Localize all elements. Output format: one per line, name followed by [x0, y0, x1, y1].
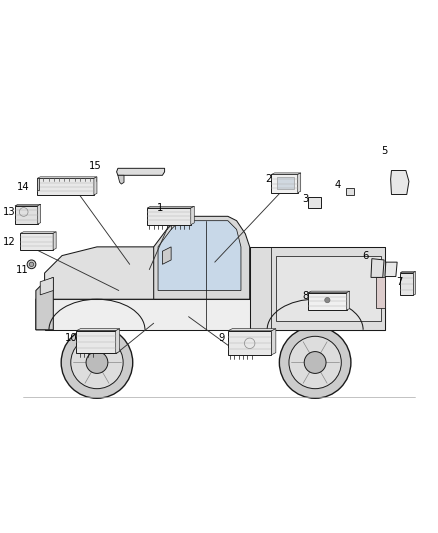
Polygon shape [272, 329, 276, 355]
Text: 1: 1 [157, 203, 163, 213]
Polygon shape [272, 174, 298, 193]
Polygon shape [21, 232, 56, 233]
Polygon shape [116, 329, 120, 353]
Polygon shape [371, 259, 384, 277]
Polygon shape [308, 197, 321, 207]
Circle shape [304, 352, 326, 374]
Text: 9: 9 [218, 334, 225, 343]
Polygon shape [191, 206, 194, 224]
Text: 8: 8 [302, 291, 308, 301]
Polygon shape [94, 177, 97, 195]
Polygon shape [147, 208, 191, 224]
Circle shape [86, 352, 108, 374]
Polygon shape [228, 329, 276, 331]
Polygon shape [38, 204, 41, 224]
Polygon shape [413, 271, 416, 295]
Text: 5: 5 [381, 146, 387, 156]
Circle shape [29, 262, 34, 266]
Polygon shape [40, 277, 53, 295]
Polygon shape [77, 330, 116, 353]
Text: 10: 10 [64, 334, 77, 343]
Polygon shape [308, 293, 346, 310]
Polygon shape [36, 277, 53, 330]
Polygon shape [37, 179, 94, 195]
Circle shape [279, 327, 351, 398]
Circle shape [71, 336, 123, 389]
Text: 13: 13 [3, 207, 15, 217]
Polygon shape [346, 291, 350, 310]
Polygon shape [21, 233, 53, 250]
Polygon shape [53, 232, 56, 250]
Polygon shape [308, 291, 350, 293]
Polygon shape [298, 173, 301, 193]
Polygon shape [162, 247, 171, 264]
Polygon shape [228, 331, 272, 355]
Polygon shape [15, 206, 38, 224]
Polygon shape [45, 247, 167, 299]
Text: 3: 3 [302, 194, 308, 204]
Circle shape [325, 297, 330, 303]
Polygon shape [37, 179, 39, 190]
Polygon shape [154, 216, 250, 299]
Polygon shape [45, 299, 385, 330]
Polygon shape [15, 204, 41, 206]
Polygon shape [117, 168, 165, 175]
Text: 15: 15 [88, 161, 101, 171]
Polygon shape [118, 175, 124, 184]
Polygon shape [147, 206, 194, 208]
Polygon shape [250, 247, 385, 330]
Text: 14: 14 [17, 182, 29, 192]
Text: 6: 6 [362, 252, 368, 262]
Polygon shape [36, 286, 80, 330]
Text: 12: 12 [3, 237, 15, 247]
Polygon shape [376, 277, 385, 308]
Polygon shape [276, 256, 381, 321]
Polygon shape [391, 171, 409, 195]
Polygon shape [158, 221, 241, 290]
Polygon shape [385, 262, 397, 277]
Polygon shape [277, 177, 294, 189]
Polygon shape [272, 173, 301, 174]
Circle shape [27, 260, 36, 269]
Text: 2: 2 [265, 174, 271, 184]
Circle shape [61, 327, 133, 398]
Text: 11: 11 [15, 264, 28, 274]
Polygon shape [400, 272, 413, 295]
Polygon shape [400, 271, 416, 272]
Text: 7: 7 [396, 277, 402, 287]
Polygon shape [37, 177, 97, 179]
Circle shape [289, 336, 341, 389]
Polygon shape [346, 188, 354, 196]
Polygon shape [77, 329, 120, 330]
Text: 4: 4 [335, 180, 341, 190]
